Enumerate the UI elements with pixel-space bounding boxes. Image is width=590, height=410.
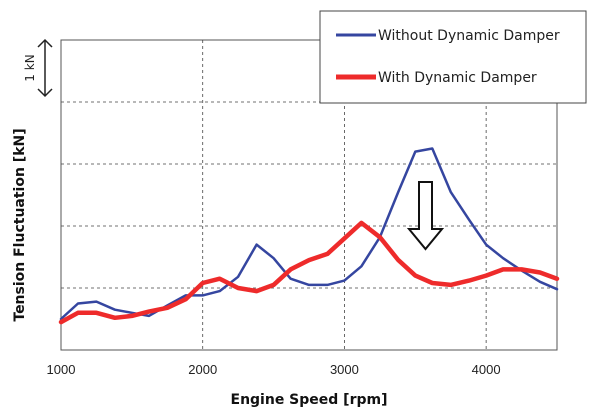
series-lines xyxy=(58,147,560,325)
x-tick-label: 2000 xyxy=(188,362,217,377)
x-tick-label: 3000 xyxy=(330,362,359,377)
scale-arrow-down-icon xyxy=(37,88,53,98)
grid xyxy=(61,40,557,350)
series-line-with-damper xyxy=(58,220,560,325)
legend: Without Dynamic Damper With Dynamic Damp… xyxy=(319,10,587,104)
x-tick-labels: 1000 2000 3000 4000 xyxy=(47,362,501,377)
y-axis-title: Tension Fluctuation [kN] xyxy=(12,128,28,321)
reduction-arrow-icon xyxy=(406,181,445,251)
scale-arrow-up-icon xyxy=(37,38,53,48)
scale-indicator: 1 kN xyxy=(23,38,53,98)
legend-label-without-damper: Without Dynamic Damper xyxy=(378,28,560,44)
scale-label: 1 kN xyxy=(23,54,37,81)
legend-box xyxy=(319,10,587,104)
x-tick-label: 4000 xyxy=(472,362,501,377)
x-axis-title: Engine Speed [rpm] xyxy=(231,392,388,408)
x-tick-label: 1000 xyxy=(47,362,76,377)
legend-label-with-damper: With Dynamic Damper xyxy=(378,70,537,86)
